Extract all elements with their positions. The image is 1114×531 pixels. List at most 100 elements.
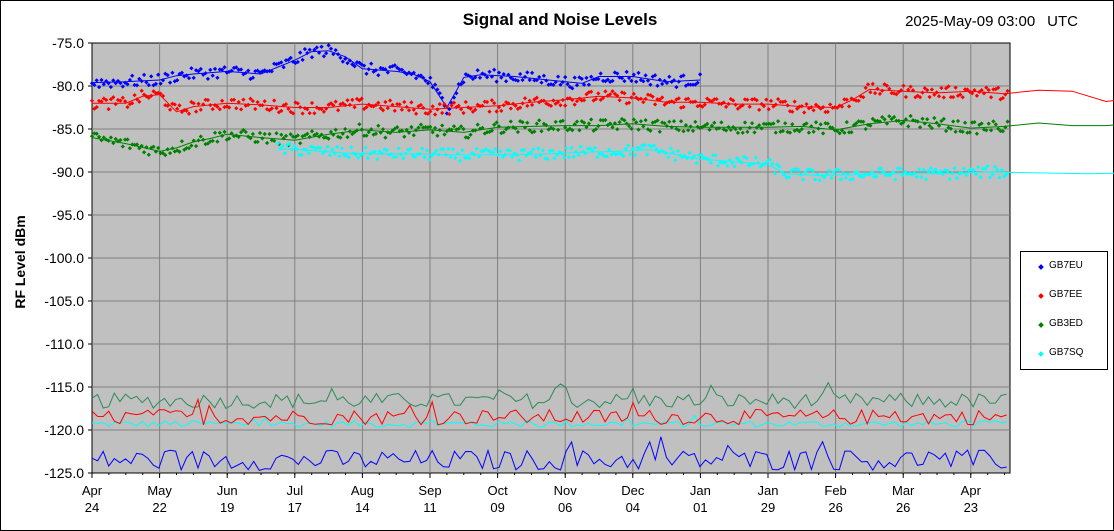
signal-point-gb7sq (412, 154, 418, 160)
y-tick-label: -120.0 (44, 422, 84, 438)
signal-point-gb3ed (290, 134, 296, 139)
signal-point-gb3ed (974, 131, 980, 136)
signal-point-gb7sq (330, 147, 335, 152)
signal-point-gb3ed (260, 136, 265, 141)
signal-point-gb7eu (137, 76, 142, 82)
signal-point-gb7sq (853, 170, 858, 175)
signal-point-gb7eu (222, 65, 227, 70)
signal-point-gb7sq (739, 160, 744, 165)
signal-point-gb7sq (580, 149, 586, 154)
signal-point-gb7sq (999, 168, 1005, 173)
signal-point-gb7sq (782, 172, 787, 178)
signal-point-gb3ed (227, 136, 232, 141)
signal-point-gb7sq (893, 177, 898, 182)
signal-point-gb3ed (636, 127, 641, 132)
signal-point-gb3ed (101, 135, 106, 140)
signal-point-gb7sq (457, 158, 463, 163)
signal-point-gb7sq (554, 152, 560, 158)
legend-marker (1038, 264, 1044, 270)
signal-point-gb3ed (118, 137, 123, 143)
signal-point-gb7sq (926, 168, 931, 174)
signal-point-gb3ed (146, 152, 151, 157)
signal-point-gb7sq (644, 152, 650, 157)
signal-point-gb7sq (325, 144, 330, 149)
signal-point-gb7eu (106, 81, 111, 86)
signal-point-gb7eu (175, 78, 180, 83)
signal-point-gb7sq (446, 146, 451, 152)
signal-point-gb7sq (992, 164, 997, 169)
signal-point-gb7sq (360, 151, 366, 156)
signal-point-gb3ed (383, 135, 388, 140)
legend-marker (1038, 351, 1044, 357)
signal-point-gb7eu (127, 77, 133, 83)
signal-point-gb3ed (113, 136, 118, 142)
signal-point-gb7eu (229, 68, 234, 73)
signal-point-gb7sq (339, 146, 344, 151)
signal-point-gb7sq (976, 164, 981, 170)
signal-point-gb7sq (604, 154, 609, 159)
signal-point-gb3ed (437, 127, 442, 133)
signal-point-gb7sq (706, 157, 711, 162)
signal-point-gb3ed (243, 129, 248, 135)
signal-point-gb7eu (186, 75, 192, 81)
signal-point-gb3ed (307, 134, 312, 140)
signal-point-gb7sq (850, 176, 855, 182)
signal-point-gb3ed (960, 129, 965, 134)
signal-point-gb7sq (888, 173, 893, 178)
signal-point-gb7sq (860, 174, 865, 180)
signal-point-gb7ee (149, 93, 154, 99)
signal-point-gb7sq (964, 173, 969, 178)
signal-point-gb7sq (621, 153, 626, 159)
signal-point-gb7sq (495, 152, 501, 157)
signal-point-gb7sq (476, 154, 482, 159)
signal-point-gb7sq (334, 144, 340, 150)
signal-point-gb7sq (353, 152, 359, 157)
signal-point-gb7sq (327, 153, 333, 158)
signal-point-gb7sq (275, 141, 281, 146)
y-tick-label: -105.0 (44, 293, 84, 309)
signal-point-gb3ed (274, 131, 279, 136)
signal-point-gb7ee (139, 88, 144, 93)
signal-point-gb7sq (597, 151, 602, 157)
signal-point-gb3ed (167, 150, 173, 156)
x-tick-day: 14 (355, 500, 369, 515)
signal-point-gb7ee (94, 104, 99, 110)
signal-point-gb7sq (987, 175, 993, 180)
signal-point-gb7ee (191, 101, 196, 106)
signal-point-gb7ee (196, 101, 201, 106)
signal-point-gb7ee (167, 107, 173, 112)
signal-point-gb7sq (422, 155, 427, 160)
signal-point-gb7sq (720, 160, 725, 165)
signal-point-gb3ed (849, 130, 854, 135)
signal-point-gb7sq (898, 166, 903, 171)
signal-point-gb7sq (552, 156, 557, 161)
signal-point-gb7sq (306, 151, 311, 156)
x-tick-day: 11 (423, 500, 437, 515)
signal-point-gb7sq (727, 157, 732, 163)
signal-point-gb7sq (403, 151, 408, 156)
signal-point-gb7ee (253, 106, 258, 112)
signal-point-gb7sq (874, 174, 879, 179)
signal-point-gb7sq (429, 153, 434, 158)
signal-point-gb3ed (229, 131, 234, 136)
signal-point-gb3ed (262, 131, 267, 137)
signal-point-gb3ed (468, 132, 473, 137)
signal-point-gb7sq (642, 142, 647, 148)
signal-point-gb7sq (950, 171, 955, 176)
trend-line-gb7ee (92, 88, 1114, 113)
signal-point-gb7ee (111, 95, 116, 100)
signal-point-gb3ed (745, 129, 750, 135)
signal-point-gb7sq (599, 151, 605, 157)
signal-point-gb7sq (900, 173, 905, 178)
signal-point-gb7sq (573, 149, 579, 154)
signal-point-gb7sq (379, 151, 385, 156)
signal-point-gb7eu (108, 84, 114, 90)
signal-point-gb3ed (139, 143, 144, 149)
legend-label: GB7EE (1049, 289, 1083, 300)
signal-point-gb7sq (356, 155, 361, 161)
signal-point-gb7sq (592, 145, 598, 150)
signal-point-gb7sq (633, 153, 638, 158)
signal-point-gb7eu (130, 73, 135, 78)
signal-point-gb7sq (928, 166, 934, 171)
signal-point-gb7sq (401, 156, 406, 161)
